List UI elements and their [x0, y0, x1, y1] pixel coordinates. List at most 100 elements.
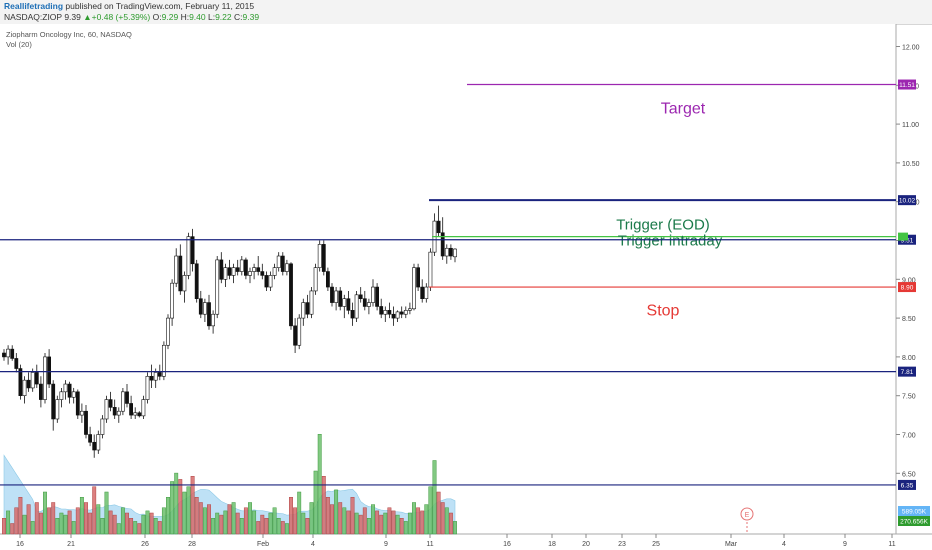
volume-bar [219, 514, 224, 535]
price-badge-text: 7.81 [901, 369, 914, 376]
price-change: +0.48 (+5.39%) [91, 12, 151, 22]
volume-bar [6, 510, 11, 535]
candle-body [47, 356, 52, 385]
candle-body [162, 344, 166, 377]
volume-bar [202, 507, 207, 535]
candle-body [375, 286, 380, 307]
high-value: 9.40 [189, 12, 206, 22]
candle-body [157, 372, 162, 377]
up-arrow-icon: ▲ [83, 12, 92, 22]
volume-bar [120, 507, 125, 535]
candle-body [387, 310, 392, 315]
candle-body [215, 259, 220, 315]
candle-body [170, 282, 175, 319]
candle-body [125, 391, 129, 404]
candle-body [59, 391, 64, 400]
volume-bar [161, 507, 166, 535]
candle-body [67, 383, 72, 398]
volume-bar [92, 486, 97, 535]
candle-body [34, 372, 39, 385]
candle-body [190, 236, 195, 265]
candle-body [6, 348, 11, 358]
earnings-marker[interactable]: E [740, 507, 754, 534]
volume-bar [436, 491, 441, 535]
x-tick-label: 11 [888, 541, 895, 548]
volume-bar [248, 502, 252, 535]
volume-bar [137, 523, 142, 535]
candle-body [55, 399, 60, 420]
volume-bar [141, 514, 146, 535]
volume-badge [898, 506, 930, 516]
volume-bar [342, 507, 347, 535]
x-tick-label: 4 [311, 541, 315, 548]
candle-body [350, 310, 355, 319]
candle-body [43, 356, 47, 400]
candle-body [153, 372, 158, 381]
volume-bar [297, 491, 302, 535]
x-tick-label: 4 [782, 541, 786, 548]
level-label: Trigger intraday [618, 232, 723, 249]
price-badge [898, 195, 916, 206]
volume-bar [108, 510, 113, 535]
volume-bar [366, 518, 371, 535]
volume-bar [330, 504, 334, 535]
volume-bar [43, 491, 47, 535]
y-tick-label: 7.00 [902, 433, 916, 440]
volume-bar [239, 518, 244, 535]
volume-bar [223, 510, 228, 535]
candle-body [399, 311, 404, 315]
earnings-label: E [745, 512, 750, 519]
price-badge [898, 232, 908, 241]
candle-body [219, 259, 224, 280]
volume-bar [301, 512, 306, 535]
x-tick-label: 18 [548, 541, 556, 548]
price-badge [898, 366, 916, 377]
publisher-link[interactable]: Reallifetrading [4, 1, 64, 11]
volume-bar [334, 489, 339, 535]
candle-body [325, 271, 330, 288]
candle-body [428, 251, 433, 288]
volume-bar [153, 518, 158, 535]
candle-body [239, 259, 244, 272]
candle-body [84, 410, 88, 435]
candle-body [116, 410, 121, 416]
volume-bar [313, 470, 318, 535]
candle-body [71, 391, 76, 398]
volume-bar [243, 507, 248, 535]
symbol-label: NASDAQ:ZIOP [4, 12, 62, 22]
volume-bar [145, 510, 150, 535]
volume-bar [280, 521, 285, 535]
volume-bar [440, 502, 445, 535]
candle-body [391, 313, 396, 319]
price-badge-text: 8.90 [901, 285, 914, 292]
volume-bar [2, 518, 6, 535]
x-tick-label: 28 [188, 541, 196, 548]
volume-bar [276, 518, 281, 535]
volume-bar [215, 512, 220, 535]
volume-bar [325, 497, 330, 535]
candle-body [92, 441, 97, 451]
volume-bar [174, 472, 179, 535]
x-tick-label: 21 [67, 541, 75, 548]
volume-legend: Vol (20) [6, 40, 32, 49]
candle-body [133, 412, 138, 416]
candle-body [264, 275, 269, 288]
close-value: 9.39 [242, 12, 260, 22]
price-chart[interactable]: Ziopharm Oncology Inc, 60, NASDAQ Vol (2… [0, 24, 932, 550]
x-tick-label: 23 [618, 541, 626, 548]
volume-bar [391, 510, 396, 535]
y-tick-label: 8.50 [902, 316, 916, 323]
candle-body [424, 286, 429, 299]
earnings-icon[interactable] [740, 507, 754, 521]
volume-bar [375, 510, 380, 535]
volume-bar [34, 502, 39, 535]
volume-bar [354, 512, 359, 535]
low-label: L: [207, 12, 216, 22]
volume-bar [432, 460, 437, 535]
candle-body [293, 325, 298, 346]
candle-body [75, 391, 80, 416]
candle-body [63, 383, 68, 393]
candle-body [280, 255, 285, 272]
price-badge [898, 479, 916, 490]
y-tick-label: 8.00 [902, 355, 916, 362]
